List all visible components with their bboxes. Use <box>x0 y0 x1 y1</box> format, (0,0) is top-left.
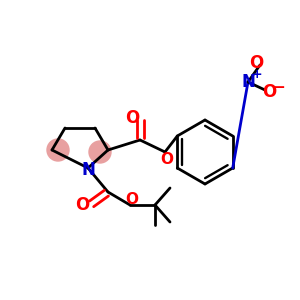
Circle shape <box>89 141 111 163</box>
Text: O: O <box>75 196 89 214</box>
Text: O: O <box>160 152 173 167</box>
Text: +: + <box>252 68 262 82</box>
Text: O: O <box>249 54 263 72</box>
Text: O: O <box>125 191 139 206</box>
Text: −: − <box>273 80 285 95</box>
Text: O: O <box>125 109 139 127</box>
Text: N: N <box>81 161 95 179</box>
Circle shape <box>47 139 69 161</box>
Text: N: N <box>241 73 255 91</box>
Text: O: O <box>262 83 276 101</box>
